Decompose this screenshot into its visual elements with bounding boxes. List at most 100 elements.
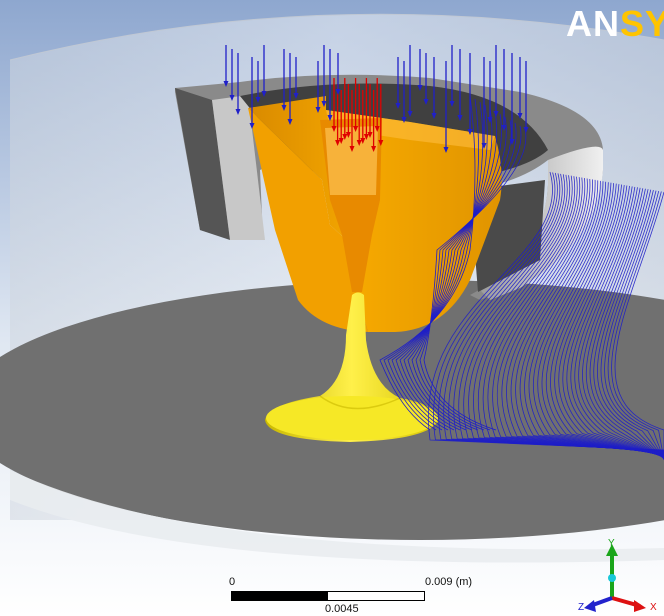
streamline — [545, 183, 664, 457]
streamline — [578, 187, 664, 459]
streamline — [443, 173, 664, 452]
streamline — [604, 190, 664, 460]
velocity-vectors-blue — [223, 45, 529, 153]
streamline — [496, 178, 664, 454]
blue-vector-head — [467, 129, 473, 135]
streamline — [463, 175, 664, 453]
streamline — [550, 184, 664, 457]
streamline — [433, 172, 664, 451]
triad-x-label: X — [650, 602, 657, 613]
red-vector-head — [345, 132, 351, 138]
blue-vector-head — [335, 89, 341, 95]
streamline — [453, 174, 664, 452]
streamline-inner — [399, 110, 498, 431]
streamline — [492, 178, 664, 454]
streamline — [570, 186, 664, 458]
streamline-inner — [403, 113, 502, 431]
scale-bar-black-segment — [232, 592, 328, 600]
scale-label-max: 0.009 (m) — [425, 576, 472, 588]
scale-bar — [231, 591, 425, 601]
scale-label-mid: 0.0045 — [325, 603, 359, 615]
scale-unit: (m) — [455, 576, 473, 588]
streamline — [589, 188, 664, 459]
streamline — [607, 190, 664, 460]
floor-rim — [10, 470, 664, 563]
streamline — [541, 183, 664, 456]
red-vector-head — [378, 140, 384, 146]
blue-vector-head — [287, 119, 293, 125]
blue-vector-head — [443, 147, 449, 153]
logo-text-gold: SYS — [620, 4, 664, 44]
blue-vector-head — [229, 95, 235, 101]
blue-vector-head — [261, 91, 267, 97]
red-vector-head — [360, 138, 366, 144]
blue-vector-head — [315, 107, 321, 113]
triad-y-label: Y — [608, 538, 615, 549]
streamline — [585, 188, 664, 459]
red-vector-head — [342, 134, 348, 140]
streamline-inner — [423, 128, 527, 431]
streamline — [574, 186, 664, 458]
streamline — [600, 190, 664, 460]
blue-vector-head — [517, 113, 523, 119]
streamline-inner — [395, 107, 493, 431]
blue-vector-head — [431, 113, 437, 119]
blue-vector-head — [255, 97, 261, 103]
streamline — [614, 191, 664, 460]
streamline — [438, 172, 664, 451]
liquid-pool-edge — [319, 395, 401, 410]
streamline-inner — [415, 122, 517, 431]
blue-vector-head — [423, 99, 429, 105]
red-vector-head — [331, 126, 337, 132]
streamline — [477, 176, 664, 453]
streamline — [510, 179, 664, 455]
blue-vector-head — [223, 81, 229, 87]
blue-vector-head — [281, 105, 287, 111]
triad-z-label: Z — [578, 602, 584, 613]
logo-text-white: AN — [566, 4, 620, 44]
streamline-inner — [391, 104, 488, 431]
red-vector-head — [356, 140, 362, 146]
red-vector-head — [367, 132, 373, 138]
streamline — [506, 179, 664, 455]
streamline — [501, 178, 664, 454]
blue-vector-head — [449, 101, 455, 107]
streamline — [554, 184, 664, 457]
outer-domain-edge — [9, 13, 664, 61]
red-vector-head — [371, 146, 377, 152]
streamline — [566, 185, 664, 458]
streamline — [597, 189, 664, 460]
streamline — [528, 181, 664, 456]
scale-max-value: 0.009 — [425, 576, 453, 588]
holder-face-light — [212, 95, 265, 240]
streamline-inner — [419, 125, 522, 431]
blue-vector-head — [293, 93, 299, 99]
red-vector-head — [349, 146, 355, 152]
streamline-inner — [387, 101, 484, 431]
liquid-pool — [266, 396, 438, 440]
streamline — [468, 175, 664, 453]
blue-vector-head — [321, 101, 327, 107]
triad-y-arrowhead — [606, 544, 618, 556]
streamline — [472, 176, 664, 453]
blue-vector-head — [395, 103, 401, 109]
blue-vector-head — [235, 109, 241, 115]
streamline — [582, 187, 664, 459]
triad-z-arrowhead — [584, 600, 596, 612]
streamline-inner — [407, 116, 507, 431]
streamline — [427, 171, 664, 451]
streamline-inner — [379, 95, 476, 431]
blue-vector-head — [493, 111, 499, 117]
blue-vector-head — [523, 127, 529, 133]
streamline — [524, 181, 664, 456]
axis-triad[interactable]: Y Z X — [568, 538, 664, 616]
streamline — [458, 174, 664, 452]
streamline — [593, 189, 664, 459]
streamline — [558, 184, 664, 457]
ansys-logo: ANSYS — [566, 4, 664, 44]
streamline — [482, 177, 664, 453]
red-vector-head — [374, 126, 380, 132]
holder-face-dark — [175, 88, 230, 240]
